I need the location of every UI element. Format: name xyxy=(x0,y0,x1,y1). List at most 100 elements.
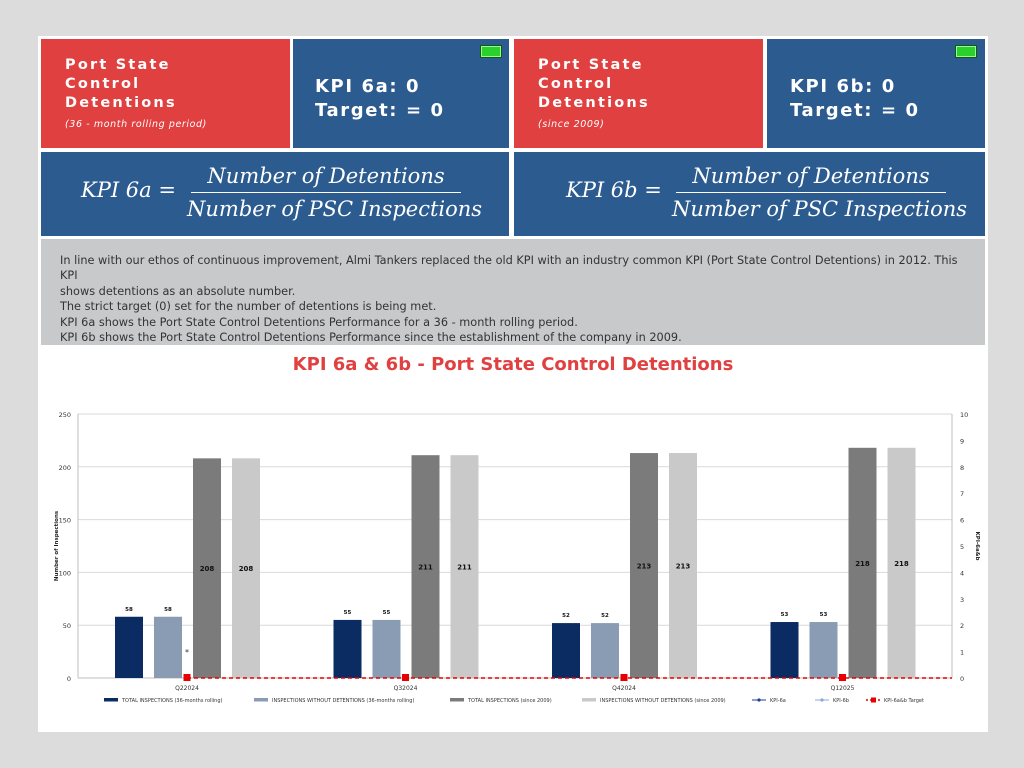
bar xyxy=(887,447,916,678)
kpi-6a-value: KPI 6a: 0 xyxy=(315,76,421,97)
bar-value-label: 218 xyxy=(855,560,870,568)
legend-marker xyxy=(820,698,824,702)
bar xyxy=(193,458,221,678)
formula-6a-denominator: Number of PSC Inspections xyxy=(187,197,483,221)
legend-label: TOTAL INSPECTIONS (since 2009) xyxy=(467,698,552,704)
legend-swatch xyxy=(104,698,118,702)
bar-value-label: 218 xyxy=(894,560,909,568)
bar-value-label: 53 xyxy=(820,612,828,618)
bar xyxy=(809,622,838,678)
report-page: Port State Control Detentions (36 - mont… xyxy=(38,36,988,732)
psc-6a-title: Port State Control Detentions xyxy=(65,57,177,111)
y2-tick-label: 8 xyxy=(960,464,964,472)
y2-tick-label: 0 xyxy=(960,675,964,683)
formula-6a-numerator: Number of Detentions xyxy=(207,164,445,188)
kpi-6a-tile: KPI 6a: 0 Target: = 0 xyxy=(293,39,509,148)
bar-value-label: 53 xyxy=(781,612,789,618)
bar xyxy=(669,453,697,678)
legend-label: TOTAL INSPECTIONS (36-months rolling) xyxy=(121,698,223,704)
formula-6b-panel: KPI 6b = Number of Detentions Number of … xyxy=(514,152,985,236)
bar-value-label: 211 xyxy=(457,564,472,572)
bar xyxy=(411,455,440,678)
y-tick-label: 100 xyxy=(59,569,71,577)
info-line: shows detentions as an absolute number. xyxy=(60,284,296,298)
kpi-6b-value: KPI 6b: 0 xyxy=(790,76,896,97)
psc-6b-title-tile: Port State Control Detentions (since 200… xyxy=(514,39,763,148)
y2-tick-label: 10 xyxy=(960,411,968,419)
bar xyxy=(630,453,658,678)
y2-axis-title: KPI-6a&b xyxy=(974,532,980,561)
legend-label: KPI-6a&b Target xyxy=(884,698,924,704)
bar-value-label: 55 xyxy=(383,610,391,616)
legend-marker xyxy=(757,698,761,702)
target-marker xyxy=(839,674,846,681)
y2-tick-label: 3 xyxy=(960,596,964,604)
psc-6a-period: (36 - month rolling period) xyxy=(65,119,207,130)
bar-value-label: 58 xyxy=(164,607,172,613)
y2-tick-label: 2 xyxy=(960,622,964,630)
bar xyxy=(154,616,182,678)
bar-value-label: 208 xyxy=(239,565,254,573)
kpi-6b-tile: KPI 6b: 0 Target: = 0 xyxy=(767,39,985,148)
formula-6b-numerator: Number of Detentions xyxy=(692,164,930,188)
target-marker xyxy=(620,674,628,681)
bar xyxy=(232,458,260,678)
bar-value-label: 211 xyxy=(418,564,433,572)
y2-tick-label: 6 xyxy=(960,517,964,525)
formula-6a-panel: KPI 6a = Number of Detentions Number of … xyxy=(41,152,509,236)
bar-value-label: 52 xyxy=(562,613,570,619)
bar-value-label: 58 xyxy=(125,607,133,613)
y-tick-label: 50 xyxy=(63,622,71,630)
legend-marker xyxy=(871,697,876,703)
y-axis-title: Number of Inspections xyxy=(54,510,60,581)
bar xyxy=(450,455,479,678)
y2-tick-label: 4 xyxy=(960,569,964,577)
y2-tick-label: 1 xyxy=(960,649,964,657)
psc-detentions-chart: 0 50 100 150 200 250 0 1 2 3 4 5 6 7 8 9 10 Number of Ins… xyxy=(54,411,980,704)
bar xyxy=(333,619,362,678)
kpi-6b-target: Target: = 0 xyxy=(790,100,920,121)
x-tick-label: Q32024 xyxy=(394,685,418,692)
x-tick-label: Q12025 xyxy=(831,685,855,692)
status-green-icon xyxy=(480,45,502,58)
asterisk-note: * xyxy=(185,648,189,657)
kpi-6a-target: Target: = 0 xyxy=(315,100,445,121)
status-green-icon xyxy=(955,45,977,58)
formula-6b-fraction-bar xyxy=(676,192,946,193)
legend-label: INSPECTIONS WITHOUT DETENTIONS (since 20… xyxy=(600,698,726,704)
info-line: In line with our ethos of continuous imp… xyxy=(60,254,958,283)
y-tick-label: 200 xyxy=(59,464,71,472)
info-line: KPI 6b shows the Port State Control Dete… xyxy=(60,331,682,345)
psc-6a-title-tile: Port State Control Detentions (36 - mont… xyxy=(41,39,290,148)
x-tick-label: Q42024 xyxy=(612,685,636,692)
formula-6b-lhs: KPI 6b = xyxy=(566,178,662,202)
formula-6b-denominator: Number of PSC Inspections xyxy=(672,197,968,221)
y-tick-label: 150 xyxy=(59,517,71,525)
bar xyxy=(770,622,799,678)
y-tick-label: 0 xyxy=(67,675,71,683)
info-panel: In line with our ethos of continuous imp… xyxy=(41,239,985,345)
formula-6a-lhs: KPI 6a = xyxy=(81,178,176,202)
target-marker xyxy=(402,674,409,681)
chart-title: KPI 6a & 6b - Port State Control Detenti… xyxy=(292,354,734,375)
psc-6b-period: (since 2009) xyxy=(538,119,605,130)
bar-value-label: 213 xyxy=(637,563,652,571)
info-line: The strict target (0) set for the number… xyxy=(60,300,437,314)
legend-swatch xyxy=(254,698,268,702)
legend-label: KPI-6b xyxy=(833,698,849,704)
formula-6a-fraction-bar xyxy=(191,192,461,193)
bar-value-label: 208 xyxy=(200,565,215,573)
bar xyxy=(848,447,877,678)
target-marker xyxy=(183,674,191,681)
y2-tick-label: 9 xyxy=(960,437,964,445)
info-line: KPI 6a shows the Port State Control Dete… xyxy=(60,315,578,329)
psc-6b-title: Port State Control Detentions xyxy=(538,57,650,111)
y2-tick-label: 5 xyxy=(960,543,964,551)
y-tick-label: 250 xyxy=(59,411,71,419)
bar-value-label: 55 xyxy=(344,610,352,616)
x-tick-label: Q22024 xyxy=(175,685,199,692)
bar xyxy=(552,623,580,678)
legend-label: INSPECTIONS WITHOUT DETENTIONS (36-month… xyxy=(272,698,414,704)
bar-value-label: 52 xyxy=(601,613,609,619)
bar xyxy=(115,616,143,678)
